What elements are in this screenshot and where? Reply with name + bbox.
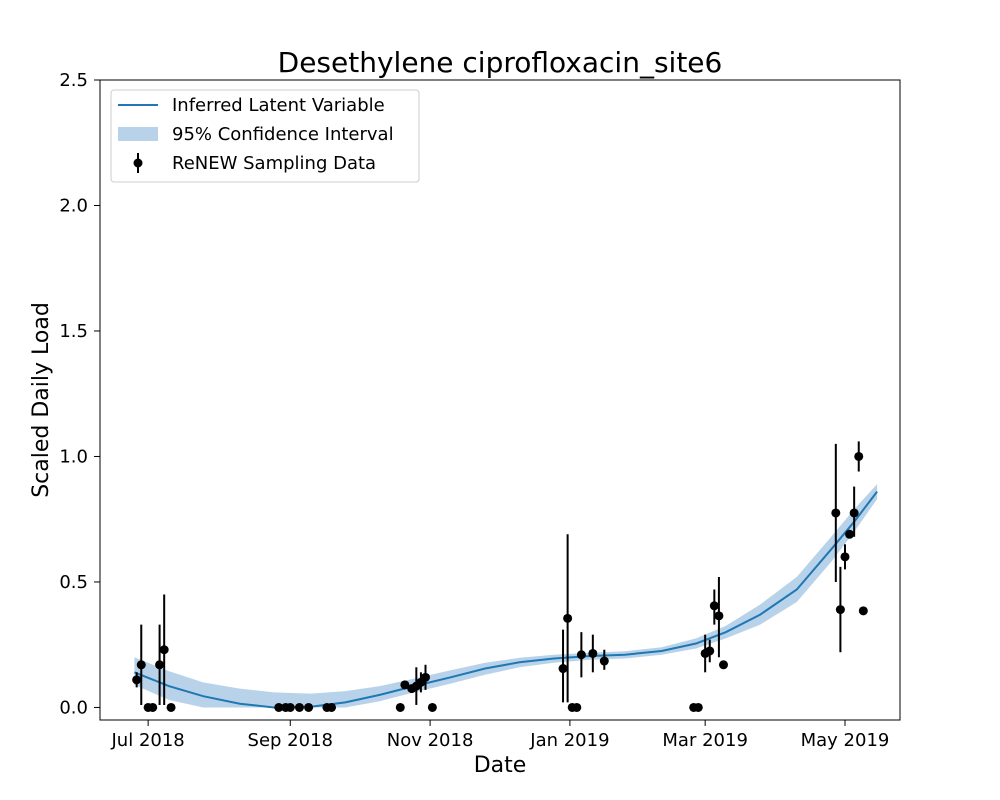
sample-late-point-11: [849, 508, 859, 518]
sample-late-point-3: [705, 646, 715, 656]
sample-late-point-7: [831, 508, 841, 518]
y-tick-label-4: 2.0: [59, 195, 88, 216]
sample-point-14: [395, 702, 405, 712]
sample-late-point-5: [714, 611, 724, 621]
sample-point-6: [166, 702, 176, 712]
legend-point-swatch: [133, 158, 143, 168]
x-tick-label-2: Nov 2018: [387, 730, 474, 751]
confidence-band-layer: [134, 484, 878, 708]
latent-variable-line: [134, 490, 878, 709]
x-tick-label-0: Jul 2018: [111, 730, 185, 751]
y-tick-label-2: 1.0: [59, 446, 88, 467]
sample-point-7: [274, 702, 284, 712]
sample-point-21: [558, 664, 568, 674]
sample-point-26: [588, 648, 598, 658]
sample-late-point-9: [840, 552, 850, 562]
sample-late-point-8: [835, 605, 845, 615]
chart-title: Desethylene ciprofloxacin_site6: [278, 46, 723, 79]
y-tick-label-5: 2.5: [59, 70, 88, 91]
sample-point-27: [599, 656, 609, 666]
sample-point-5: [159, 645, 169, 655]
y-tick-label-1: 0.5: [59, 572, 88, 593]
x-axis: Jul 2018 Sep 2018 Nov 2018 Jan 2019 Mar 2019…: [111, 720, 890, 751]
sample-point-9: [285, 702, 295, 712]
sample-point-19: [421, 672, 431, 682]
sample-late-point-4: [709, 601, 719, 611]
legend-entry-ci: 95% Confidence Interval: [172, 124, 394, 145]
sample-point-25: [576, 650, 586, 660]
confidence-band: [134, 484, 878, 708]
y-axis-label: Scaled Daily Load: [29, 302, 54, 498]
plot-frame: [99, 79, 901, 721]
y-tick-label-3: 1.5: [59, 321, 88, 342]
sample-point-13: [327, 702, 337, 712]
sample-late-point-6: [718, 660, 728, 670]
y-axis: 0.0 0.5 1.0 1.5 2.0 2.5: [59, 70, 100, 718]
sample-point-1: [136, 660, 146, 670]
y-tick-label-0: 0.0: [59, 697, 88, 718]
latent-line-layer: [134, 490, 878, 709]
sample-point-3: [148, 702, 158, 712]
sample-late-point-1: [693, 702, 703, 712]
x-tick-label-3: Jan 2019: [529, 730, 609, 751]
legend-entry-samples: ReNEW Sampling Data: [172, 153, 376, 174]
legend: Inferred Latent Variable 95% Confidence …: [110, 89, 420, 183]
legend-band-swatch: [118, 127, 158, 141]
sample-point-15: [400, 680, 410, 690]
sampling-points-layer: [132, 441, 868, 712]
x-tick-label-4: Mar 2019: [662, 730, 748, 751]
sample-late-point-10: [845, 529, 855, 539]
x-axis-label: Date: [474, 753, 527, 778]
sample-point-24: [572, 702, 582, 712]
sample-point-11: [304, 702, 314, 712]
sample-point-0: [132, 675, 142, 685]
sample-point-22: [563, 613, 573, 623]
sample-point-20: [427, 702, 437, 712]
legend-box: [110, 89, 420, 183]
x-tick-label-1: Sep 2018: [248, 730, 333, 751]
sample-late-point-12: [854, 451, 864, 461]
legend-entry-latent: Inferred Latent Variable: [172, 95, 385, 116]
x-tick-label-5: May 2019: [801, 730, 890, 751]
sample-point-4: [155, 660, 165, 670]
sample-point-10: [294, 702, 304, 712]
sample-late-point-13: [858, 606, 868, 616]
